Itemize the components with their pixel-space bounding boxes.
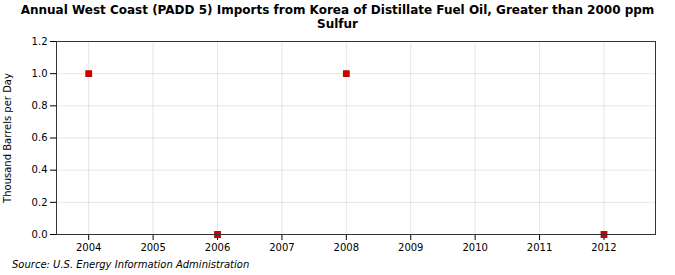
svg-text:2006: 2006: [205, 242, 230, 253]
svg-text:2008: 2008: [334, 242, 359, 253]
svg-text:0.8: 0.8: [32, 100, 48, 111]
svg-text:2005: 2005: [140, 242, 165, 253]
svg-text:0.4: 0.4: [32, 164, 48, 175]
svg-text:2012: 2012: [591, 242, 616, 253]
html-text:Annual West Coast (PADD 5) Imp: Annual West Coast (PADD 5) Imports from …: [20, 3, 655, 31]
html-text:Source: U.S. Energy Informatio: Source: U.S. Energy Information Administ…: [12, 259, 250, 270]
svg-text:0.0: 0.0: [32, 229, 48, 240]
svg-text:2007: 2007: [269, 242, 294, 253]
svg-text:2011: 2011: [527, 242, 552, 253]
svg-text:0.6: 0.6: [32, 132, 48, 143]
svg-text:2009: 2009: [398, 242, 423, 253]
svg-text:1.2: 1.2: [32, 36, 48, 47]
svg-text:1.0: 1.0: [32, 68, 48, 79]
svg-text:Thousand Barrels per Day: Thousand Barrels per Day: [2, 73, 13, 204]
svg-text:0.2: 0.2: [32, 197, 48, 208]
svg-text:2004: 2004: [76, 242, 101, 253]
svg-text:2010: 2010: [462, 242, 487, 253]
